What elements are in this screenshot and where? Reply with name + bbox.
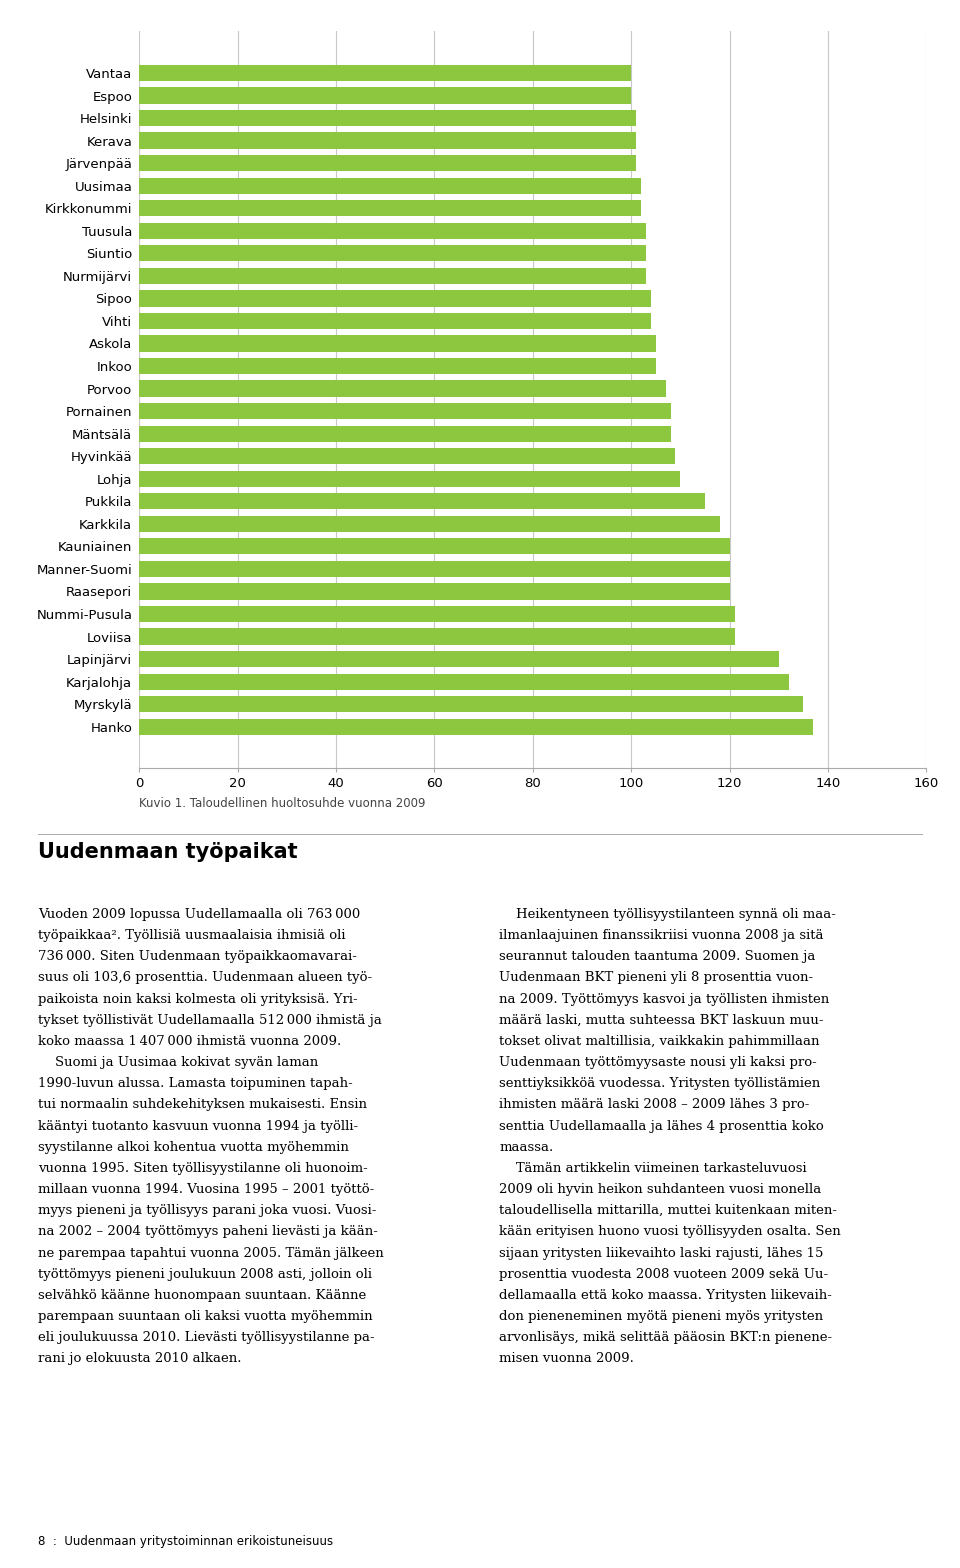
- Text: selvähkö käänne huonompaan suuntaan. Käänne: selvähkö käänne huonompaan suuntaan. Kää…: [38, 1289, 367, 1301]
- Text: senttiyksikköä vuodessa. Yritysten työllistämien: senttiyksikköä vuodessa. Yritysten työll…: [499, 1077, 821, 1090]
- Text: työpaikkaa². Työllisiä uusmaalaisia ihmisiä oli: työpaikkaa². Työllisiä uusmaalaisia ihmi…: [38, 928, 346, 942]
- Text: sijaan yritysten liikevaihto laski rajusti, lähes 15: sijaan yritysten liikevaihto laski rajus…: [499, 1247, 824, 1259]
- Text: kääntyi tuotanto kasvuun vuonna 1994 ja työlli-: kääntyi tuotanto kasvuun vuonna 1994 ja …: [38, 1120, 358, 1132]
- Bar: [139, 516, 720, 532]
- Bar: [139, 629, 734, 644]
- Text: paikoista noin kaksi kolmesta oli yrityksisä. Yri-: paikoista noin kaksi kolmesta oli yrityk…: [38, 993, 358, 1005]
- Text: työttömyys pieneni joulukuun 2008 asti, jolloin oli: työttömyys pieneni joulukuun 2008 asti, …: [38, 1267, 372, 1281]
- Bar: [139, 290, 651, 306]
- Text: millaan vuonna 1994. Vuosina 1995 – 2001 työttö-: millaan vuonna 1994. Vuosina 1995 – 2001…: [38, 1182, 374, 1196]
- Text: 8  :  Uudenmaan yritystoiminnan erikoistuneisuus: 8 : Uudenmaan yritystoiminnan erikoistun…: [38, 1535, 333, 1548]
- Bar: [139, 132, 636, 149]
- Text: Heikentyneen työllisyystilanteen synnä oli maa-: Heikentyneen työllisyystilanteen synnä o…: [499, 908, 836, 920]
- Text: 2009 oli hyvin heikon suhdanteen vuosi monella: 2009 oli hyvin heikon suhdanteen vuosi m…: [499, 1182, 822, 1196]
- Text: prosenttia vuodesta 2008 vuoteen 2009 sekä Uu-: prosenttia vuodesta 2008 vuoteen 2009 se…: [499, 1267, 828, 1281]
- Bar: [139, 201, 641, 216]
- Text: Tämän artikkelin viimeinen tarkasteluvuosi: Tämän artikkelin viimeinen tarkasteluvuo…: [499, 1162, 806, 1174]
- Text: eli joulukuussa 2010. Lievästi työllisyystilanne pa-: eli joulukuussa 2010. Lievästi työllisyy…: [38, 1331, 375, 1344]
- Text: myys pieneni ja työllisyys parani joka vuosi. Vuosi-: myys pieneni ja työllisyys parani joka v…: [38, 1204, 376, 1217]
- Text: ne parempaa tapahtui vuonna 2005. Tämän jälkeen: ne parempaa tapahtui vuonna 2005. Tämän …: [38, 1247, 384, 1259]
- Text: kään erityisen huono vuosi työllisyyden osalta. Sen: kään erityisen huono vuosi työllisyyden …: [499, 1226, 841, 1239]
- Bar: [139, 718, 813, 735]
- Text: tui normaalin suhdekehityksen mukaisesti. Ensin: tui normaalin suhdekehityksen mukaisesti…: [38, 1098, 368, 1112]
- Bar: [139, 336, 656, 351]
- Bar: [139, 470, 681, 486]
- Bar: [139, 64, 632, 82]
- Text: ihmisten määrä laski 2008 – 2009 lähes 3 pro-: ihmisten määrä laski 2008 – 2009 lähes 3…: [499, 1098, 809, 1112]
- Text: na 2009. Työttömyys kasvoi ja työllisten ihmisten: na 2009. Työttömyys kasvoi ja työllisten…: [499, 993, 829, 1005]
- Text: don pieneneminen myötä pieneni myös yritysten: don pieneneminen myötä pieneni myös yrit…: [499, 1311, 824, 1323]
- Text: suus oli 103,6 prosenttia. Uudenmaan alueen työ-: suus oli 103,6 prosenttia. Uudenmaan alu…: [38, 971, 372, 985]
- Bar: [139, 583, 730, 599]
- Text: parempaan suuntaan oli kaksi vuotta myöhemmin: parempaan suuntaan oli kaksi vuotta myöh…: [38, 1311, 373, 1323]
- Text: Vuoden 2009 lopussa Uudellamaalla oli 763 000: Vuoden 2009 lopussa Uudellamaalla oli 76…: [38, 908, 361, 920]
- Bar: [139, 314, 651, 329]
- Text: seurannut talouden taantuma 2009. Suomen ja: seurannut talouden taantuma 2009. Suomen…: [499, 950, 816, 963]
- Bar: [139, 538, 730, 555]
- Text: syystilanne alkoi kohentua vuotta myöhemmin: syystilanne alkoi kohentua vuotta myöhem…: [38, 1140, 349, 1154]
- Bar: [139, 448, 676, 464]
- Text: dellamaalla että koko maassa. Yritysten liikevaih-: dellamaalla että koko maassa. Yritysten …: [499, 1289, 832, 1301]
- Text: 736 000. Siten Uudenmaan työpaikkaomavarai-: 736 000. Siten Uudenmaan työpaikkaomavar…: [38, 950, 357, 963]
- Text: taloudellisella mittarilla, muttei kuitenkaan miten-: taloudellisella mittarilla, muttei kuite…: [499, 1204, 837, 1217]
- Text: 1990-luvun alussa. Lamasta toipuminen tapah-: 1990-luvun alussa. Lamasta toipuminen ta…: [38, 1077, 353, 1090]
- Text: tykset työllistivät Uudellamaalla 512 000 ihmistä ja: tykset työllistivät Uudellamaalla 512 00…: [38, 1014, 382, 1027]
- Text: tokset olivat maltillisia, vaikkakin pahimmillaan: tokset olivat maltillisia, vaikkakin pah…: [499, 1035, 820, 1047]
- Bar: [139, 358, 656, 375]
- Text: Uudenmaan BKT pieneni yli 8 prosenttia vuon-: Uudenmaan BKT pieneni yli 8 prosenttia v…: [499, 971, 813, 985]
- Bar: [139, 223, 646, 238]
- Bar: [139, 403, 671, 419]
- Bar: [139, 110, 636, 125]
- Bar: [139, 155, 636, 171]
- Bar: [139, 696, 804, 712]
- Text: ilmanlaajuinen finanssikriisi vuonna 2008 ja sitä: ilmanlaajuinen finanssikriisi vuonna 200…: [499, 928, 824, 942]
- Text: Suomi ja Uusimaa kokivat syvän laman: Suomi ja Uusimaa kokivat syvän laman: [38, 1057, 319, 1069]
- Bar: [139, 268, 646, 284]
- Text: maassa.: maassa.: [499, 1140, 554, 1154]
- Bar: [139, 425, 671, 442]
- Bar: [139, 561, 730, 577]
- Text: rani jo elokuusta 2010 alkaen.: rani jo elokuusta 2010 alkaen.: [38, 1352, 242, 1366]
- Text: arvonlisäys, mikä selittää pääosin BKT:n pienene-: arvonlisäys, mikä selittää pääosin BKT:n…: [499, 1331, 832, 1344]
- Text: senttia Uudellamaalla ja lähes 4 prosenttia koko: senttia Uudellamaalla ja lähes 4 prosent…: [499, 1120, 824, 1132]
- Text: vuonna 1995. Siten työllisyystilanne oli huonoim-: vuonna 1995. Siten työllisyystilanne oli…: [38, 1162, 368, 1174]
- Text: misen vuonna 2009.: misen vuonna 2009.: [499, 1352, 634, 1366]
- Bar: [139, 381, 665, 397]
- Text: na 2002 – 2004 työttömyys paheni lievästi ja kään-: na 2002 – 2004 työttömyys paheni lieväst…: [38, 1226, 378, 1239]
- Bar: [139, 605, 734, 622]
- Text: Uudenmaan työpaikat: Uudenmaan työpaikat: [38, 842, 298, 862]
- Bar: [139, 674, 789, 690]
- Bar: [139, 651, 779, 668]
- Text: määrä laski, mutta suhteessa BKT laskuun muu-: määrä laski, mutta suhteessa BKT laskuun…: [499, 1014, 824, 1027]
- Text: Kuvio 1. Taloudellinen huoltosuhde vuonna 2009: Kuvio 1. Taloudellinen huoltosuhde vuonn…: [139, 797, 425, 809]
- Bar: [139, 177, 641, 194]
- Bar: [139, 88, 632, 103]
- Bar: [139, 494, 705, 510]
- Text: Uudenmaan työttömyysaste nousi yli kaksi pro-: Uudenmaan työttömyysaste nousi yli kaksi…: [499, 1057, 817, 1069]
- Bar: [139, 245, 646, 262]
- Text: koko maassa 1 407 000 ihmistä vuonna 2009.: koko maassa 1 407 000 ihmistä vuonna 200…: [38, 1035, 342, 1047]
